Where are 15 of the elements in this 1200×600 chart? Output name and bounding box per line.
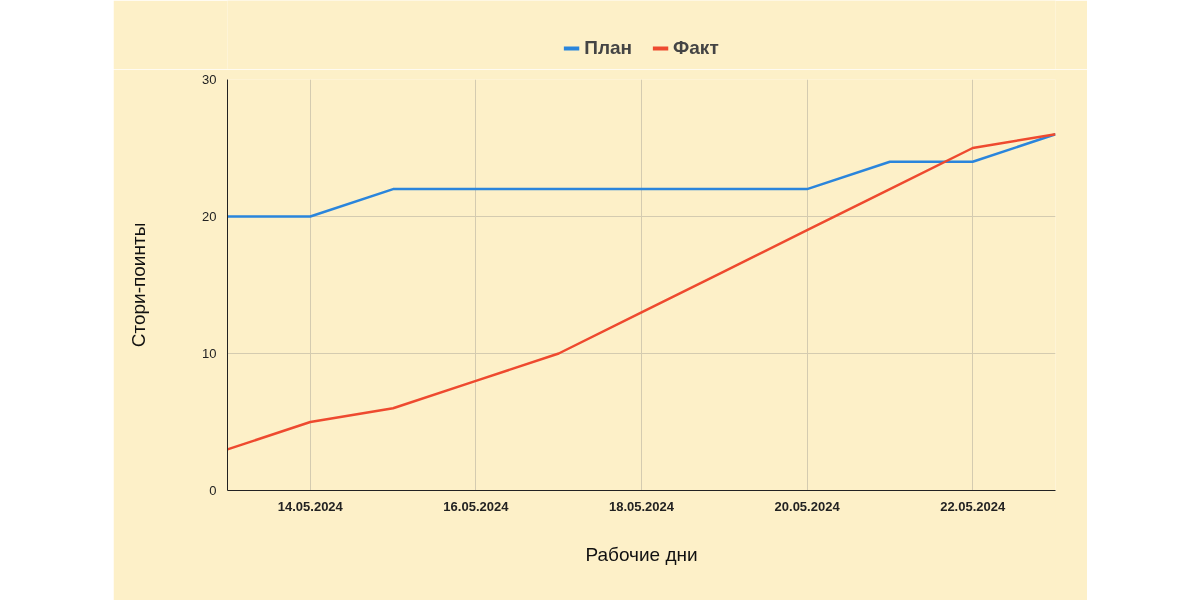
x-tick-label: 14.05.2024 [277,498,344,514]
y-tick-label: 10 [202,346,217,361]
line-series [227,133,1056,451]
line-series [227,133,1056,218]
x-axis-title: Рабочие дни [585,543,698,565]
y-axis-title: Стори-поинты [128,222,150,348]
x-tick-label: 16.05.2024 [443,498,510,514]
y-tick-label: 0 [209,483,217,498]
x-tick-label: 18.05.2024 [608,498,675,514]
legend-label: План [584,37,633,59]
y-tick-label: 20 [202,209,217,224]
x-tick-label: 22.05.2024 [940,498,1006,514]
x-tick-label: 20.05.2024 [774,498,841,514]
legend-label: Факт [673,37,719,59]
y-tick-label: 30 [202,72,217,87]
